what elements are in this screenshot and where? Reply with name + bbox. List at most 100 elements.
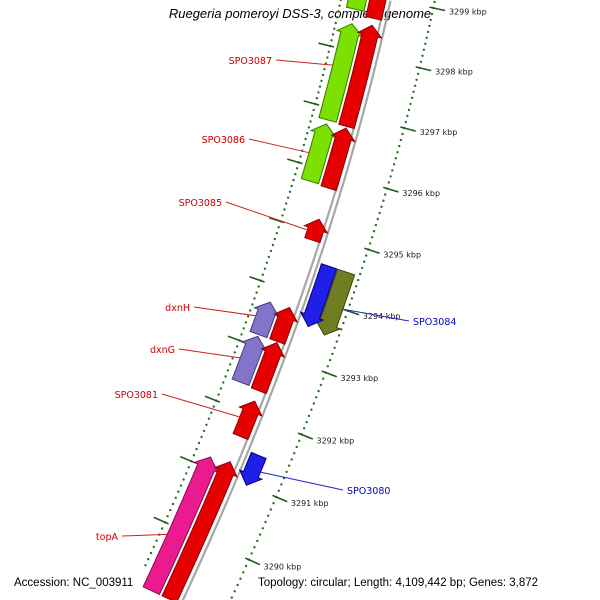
- ruler-minor-dot: [430, 12, 434, 16]
- ruler-minor-dot: [244, 321, 248, 324]
- gene-arrow-SPO3084-gene[interactable]: [299, 263, 338, 328]
- ruler-minor-dot: [285, 202, 288, 205]
- ruler-minor-dot: [302, 427, 306, 430]
- gene-arrow-dxnG-gene[interactable]: [250, 341, 286, 395]
- ruler-minor-dot: [424, 42, 427, 45]
- ruler-minor-dot: [253, 297, 256, 300]
- ruler-major-tick-3295: [364, 247, 380, 254]
- ruler-minor-dot: [391, 169, 394, 172]
- ruler-minor-dot: [374, 223, 378, 227]
- gene-arrow-partial-top-gene[interactable]: [365, 0, 392, 21]
- gene-label-SPO3085[interactable]: SPO3085: [179, 198, 222, 209]
- ruler-minor-dot: [426, 30, 430, 34]
- ruler-minor-dot: [318, 85, 322, 88]
- ruler-minor-dot: [315, 97, 319, 100]
- ruler-minor-dot: [382, 199, 385, 202]
- ruler-minor-dot: [315, 396, 318, 399]
- gene-label-dxnH[interactable]: dxnH: [165, 303, 190, 314]
- gene-label-SPO3080[interactable]: SPO3080: [347, 486, 390, 497]
- ruler-minor-dot: [240, 333, 243, 336]
- ruler-minor-dot: [399, 138, 403, 142]
- ruler-minor-dot: [280, 483, 283, 486]
- gene-label-SPO3084[interactable]: SPO3084: [413, 317, 456, 328]
- ruler-minor-dot: [339, 0, 343, 2]
- ruler-minor-dot: [174, 496, 177, 499]
- ruler-major-tick-3299: [429, 6, 446, 12]
- ruler-minor-dot: [219, 387, 223, 390]
- ruler-minor-dot: [275, 232, 278, 235]
- gene-arrow-SPO3087-gene[interactable]: [338, 24, 383, 130]
- ruler-minor-dot: [404, 120, 407, 124]
- gene-label-SPO3087[interactable]: SPO3087: [229, 56, 272, 67]
- ruler-minor-dot: [335, 16, 339, 19]
- gene-label-SPO3086[interactable]: SPO3086: [202, 135, 245, 146]
- gene-arrow-SPO3086-cds[interactable]: [300, 123, 338, 185]
- gene-label-SPO3081[interactable]: SPO3081: [115, 390, 158, 401]
- ruler-minor-dot: [295, 167, 299, 170]
- label-leader-SPO3080: [260, 471, 344, 491]
- ruler-minor-dot: [287, 464, 291, 467]
- ruler-minor-dot: [264, 520, 267, 524]
- ruler-minor-dot: [236, 583, 239, 587]
- ruler-minor-dot: [205, 423, 208, 426]
- gene-arrow-topA-cds[interactable]: [142, 456, 220, 596]
- ruler-major-tick-3298: [415, 66, 432, 72]
- ruler-label-3293: 3293 kbp: [341, 374, 379, 383]
- ruler-minor-dot: [155, 539, 158, 542]
- ruler-major-tick-3295: [268, 216, 285, 224]
- ruler-minor-dot: [169, 508, 172, 512]
- gene-arrow-dxnH-cds[interactable]: [249, 301, 280, 339]
- ruler-minor-dot: [409, 102, 412, 106]
- ruler-minor-dot: [389, 175, 392, 178]
- ruler-minor-dot: [187, 466, 190, 469]
- ruler-minor-dot: [256, 539, 259, 543]
- gene-arrow-SPO3080-gene[interactable]: [238, 451, 267, 486]
- ruler-minor-dot: [192, 454, 196, 457]
- ruler-minor-dot: [224, 375, 227, 378]
- label-leader-dxnH: [193, 306, 256, 317]
- ruler-minor-dot: [255, 291, 258, 294]
- ruler-minor-dot: [384, 193, 387, 196]
- ruler-major-tick-3290: [244, 557, 261, 566]
- ruler-major-tick-3293: [321, 370, 338, 378]
- ruler-major-tick-3296: [287, 158, 303, 165]
- ruler-minor-dot: [327, 50, 330, 53]
- gene-arrow-SPO3081-gene[interactable]: [232, 400, 263, 441]
- ruler-minor-dot: [412, 90, 415, 94]
- ruler-minor-dot: [338, 4, 341, 7]
- ruler-label-3295: 3295 kbp: [383, 250, 421, 259]
- ruler-minor-dot: [333, 27, 336, 30]
- gene-arrow-topA-gene[interactable]: [161, 461, 238, 600]
- ruler-minor-dot: [230, 596, 233, 599]
- gene-arrow-partial-top-cds[interactable]: [345, 0, 374, 12]
- gene-label-dxnG[interactable]: dxnG: [150, 345, 175, 356]
- gene-arrow-SPO3087-cds[interactable]: [318, 23, 364, 123]
- ruler-minor-dot: [229, 363, 232, 366]
- ruler-minor-dot: [328, 358, 332, 362]
- ruler-label-3299: 3299 kbp: [449, 7, 487, 16]
- ruler-major-tick-3297: [303, 100, 320, 106]
- ruler-minor-dot: [350, 297, 354, 300]
- ruler-minor-dot: [398, 144, 401, 148]
- ruler-minor-dot: [317, 389, 320, 393]
- ruler-minor-dot: [365, 254, 368, 257]
- ruler-minor-dot: [380, 205, 383, 208]
- gene-label-topA[interactable]: topA: [96, 532, 119, 543]
- gene-arrow-SPO3086-gene[interactable]: [320, 127, 356, 192]
- ruler-minor-dot: [267, 514, 270, 517]
- gene-arrow-SPO3085-gene[interactable]: [302, 218, 329, 244]
- ruler-major-tick-3298: [318, 42, 335, 48]
- ruler-minor-dot: [331, 33, 335, 36]
- gene-arrow-SPO3084-cds[interactable]: [314, 268, 356, 336]
- ruler-minor-dot: [326, 365, 329, 368]
- gene-arrow-dxnG-cds[interactable]: [231, 335, 268, 387]
- ruler-minor-dot: [152, 545, 155, 549]
- ruler-minor-dot: [235, 345, 239, 348]
- ruler-minor-dot: [334, 21, 337, 25]
- ruler-minor-dot: [415, 78, 418, 82]
- ruler-minor-dot: [376, 217, 379, 221]
- ruler-minor-dot: [149, 551, 153, 555]
- gene-arrow-dxnH-gene[interactable]: [269, 306, 299, 345]
- accession-text: Accession: NC_003911: [14, 577, 134, 589]
